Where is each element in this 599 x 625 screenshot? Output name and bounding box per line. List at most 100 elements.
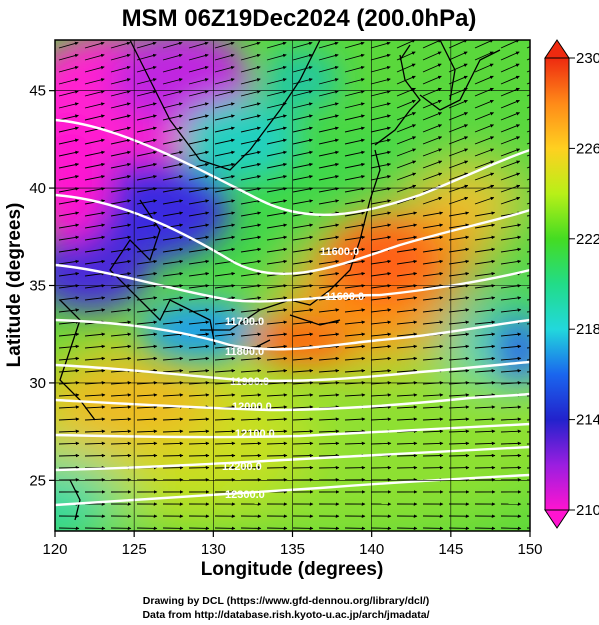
wind-arrow	[240, 102, 261, 109]
colorbar-tick-label: 222	[576, 231, 599, 248]
wind-arrow	[344, 78, 365, 85]
wind-arrow	[474, 393, 496, 397]
wind-arrow	[110, 393, 132, 397]
wind-arrow	[162, 90, 183, 97]
wind-arrow	[396, 284, 418, 289]
wind-arrow	[58, 78, 79, 85]
wind-arrow	[240, 308, 262, 313]
wind-arrow	[110, 174, 131, 181]
wind-arrow	[370, 284, 392, 289]
wind-arrow	[344, 53, 365, 61]
wind-arrow	[500, 405, 522, 409]
wind-arrow	[58, 138, 79, 145]
wind-arrow	[292, 332, 314, 337]
wind-arrow	[474, 112, 494, 121]
wind-arrow	[370, 199, 392, 205]
wind-arrow	[266, 223, 288, 229]
wind-arrow	[136, 332, 158, 337]
wind-arrow	[214, 162, 235, 169]
wind-arrow	[84, 114, 105, 121]
wind-arrow	[58, 211, 80, 217]
wind-arrow	[84, 344, 106, 349]
wind-arrow	[188, 417, 210, 421]
wind-arrow	[318, 150, 339, 157]
wind-arrow	[110, 308, 132, 313]
wind-arrow	[292, 53, 313, 61]
wind-arrow	[396, 51, 416, 61]
wind-arrow	[474, 184, 495, 193]
wind-arrow	[188, 271, 210, 277]
wind-arrow	[318, 65, 339, 73]
wind-arrow	[188, 284, 210, 289]
wind-arrow	[240, 429, 262, 434]
contour-label: 11700.0	[225, 316, 264, 328]
wind-arrow	[396, 296, 418, 301]
wind-arrow	[396, 172, 417, 181]
wind-arrow	[318, 174, 339, 181]
wind-arrow	[214, 308, 236, 313]
y-tick-label: 25	[29, 472, 46, 489]
wind-arrow	[318, 356, 340, 361]
wind-arrow	[292, 138, 313, 145]
wind-arrow	[214, 429, 236, 434]
wind-arrow	[84, 223, 106, 229]
colorbar-tick-label: 218	[576, 321, 599, 338]
wind-arrow	[240, 405, 262, 409]
wind-arrow	[162, 429, 184, 434]
wind-arrow	[500, 160, 521, 169]
wind-arrow	[266, 308, 288, 313]
wind-arrow	[344, 368, 366, 373]
wind-arrow	[448, 223, 470, 229]
wind-vectors	[58, 40, 530, 531]
wind-arrow	[84, 78, 105, 85]
wind-arrow	[58, 150, 79, 157]
wind-arrow	[370, 393, 392, 397]
wind-arrow	[448, 320, 470, 325]
wind-arrow	[448, 63, 468, 73]
wind-arrow	[318, 223, 340, 229]
wind-arrow	[422, 441, 444, 446]
wind-arrow	[396, 259, 418, 265]
wind-arrow	[162, 138, 183, 145]
wind-arrow	[396, 63, 416, 73]
wind-arrow	[162, 271, 184, 277]
wind-arrow	[84, 393, 106, 397]
wind-arrow	[240, 453, 262, 458]
wind-arrow	[162, 320, 184, 325]
wind-arrow	[84, 356, 106, 361]
wind-arrow	[58, 453, 80, 458]
wind-arrow	[292, 429, 314, 434]
wind-arrow	[396, 211, 418, 217]
wind-arrow	[188, 356, 210, 361]
wind-arrow	[188, 114, 209, 121]
wind-arrow	[214, 356, 236, 361]
wind-arrow	[214, 211, 236, 217]
wind-arrow	[240, 368, 262, 373]
wind-arrow	[448, 211, 470, 217]
wind-arrow	[370, 126, 391, 133]
wind-arrow	[240, 320, 262, 325]
wind-arrow	[162, 259, 184, 265]
wind-arrow	[344, 332, 366, 337]
wind-arrow	[240, 211, 262, 217]
wind-arrow	[58, 162, 79, 169]
wind-arrow	[266, 429, 288, 434]
wind-arrow	[500, 247, 522, 253]
wind-arrow	[370, 174, 391, 181]
wind-arrow	[58, 417, 80, 421]
contour-label: 11600.0	[325, 291, 364, 303]
wind-arrow	[474, 87, 494, 97]
wind-arrow	[162, 211, 184, 217]
wind-arrow	[396, 184, 417, 193]
wind-arrow	[448, 296, 470, 301]
wind-arrow	[292, 78, 313, 85]
wind-arrow	[214, 78, 235, 85]
wind-arrow	[500, 344, 522, 349]
wind-arrow	[188, 344, 210, 349]
wind-arrow	[448, 136, 469, 145]
wind-arrow	[136, 126, 157, 133]
wind-arrow	[448, 51, 468, 61]
wind-arrow	[500, 51, 520, 61]
wind-arrow	[136, 284, 158, 289]
